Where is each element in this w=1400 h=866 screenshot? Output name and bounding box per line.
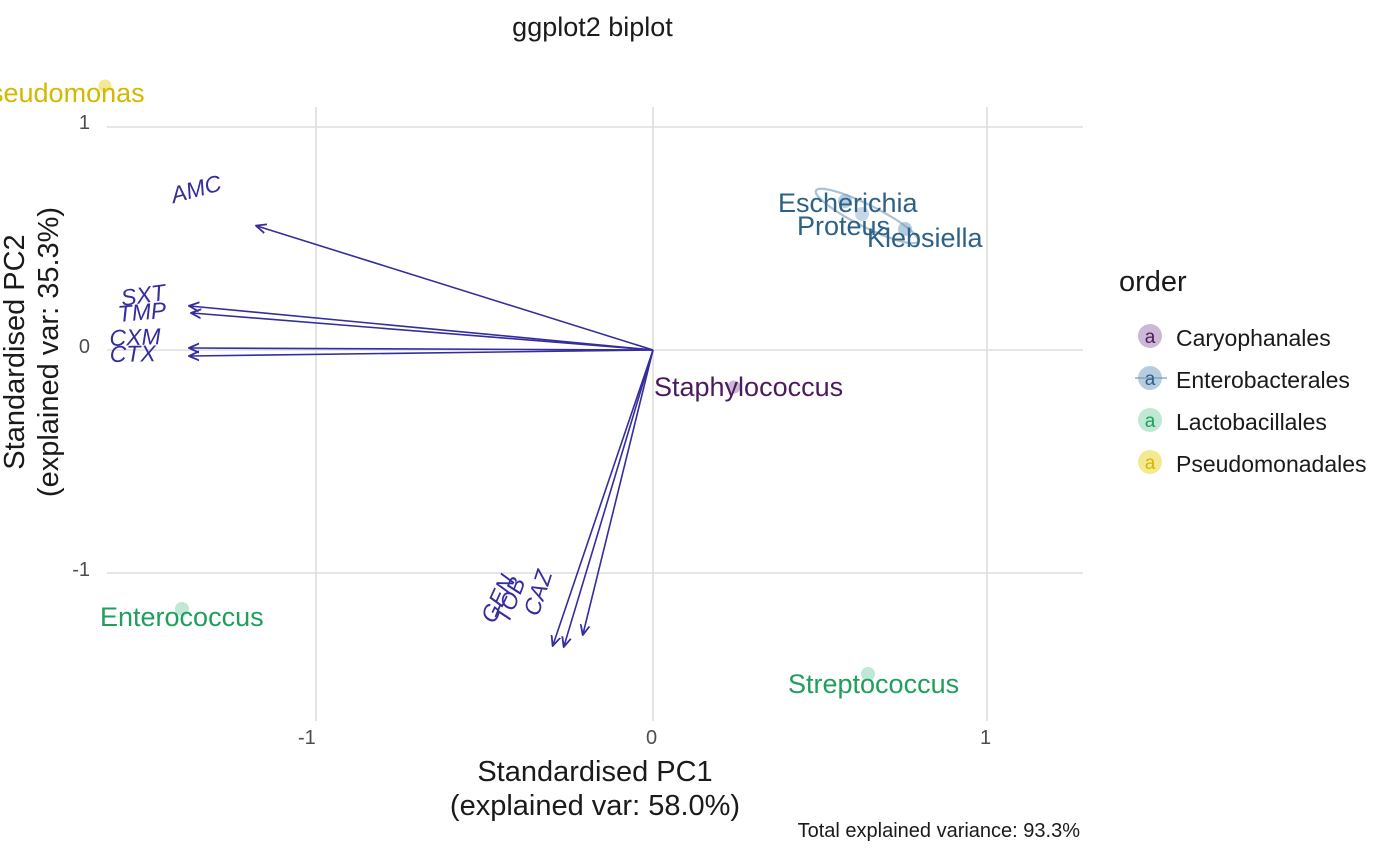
svg-text:a: a — [1145, 453, 1156, 474]
svg-text:a: a — [1145, 369, 1156, 390]
svg-text:a: a — [1145, 411, 1156, 432]
svg-text:a: a — [1145, 327, 1156, 348]
